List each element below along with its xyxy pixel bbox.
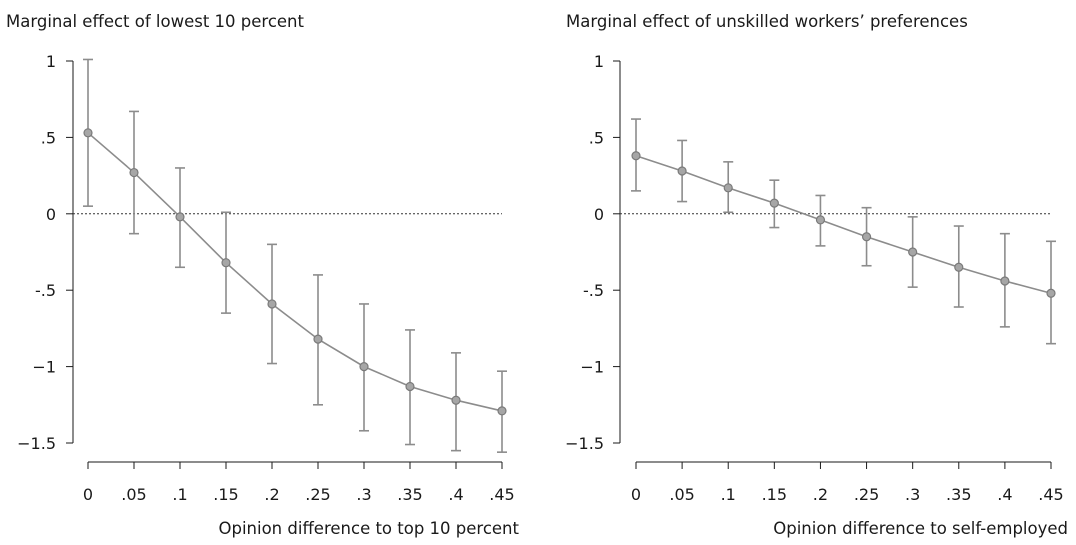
x-tick-label: .35 (946, 485, 971, 504)
series-line (635, 154, 1052, 295)
data-point (83, 128, 93, 138)
y-tick-label: 0 (594, 205, 604, 224)
data-point (405, 381, 415, 392)
chart-title: Marginal effect of unskilled workers’ pr… (566, 12, 968, 31)
x-tick-label: .35 (397, 485, 422, 504)
y-tick-label: −1.5 (565, 434, 604, 453)
x-tick-label: .2 (813, 485, 828, 504)
x-tick-label: 0 (83, 485, 93, 504)
data-point (908, 247, 918, 257)
y-tick-label: -.5 (35, 281, 56, 300)
x-tick-label: .05 (121, 485, 146, 504)
x-tick-label: .25 (854, 485, 879, 504)
y-tick-label: 1 (46, 52, 56, 71)
x-tick-label: .1 (172, 485, 187, 504)
data-point (451, 395, 461, 405)
data-point (1000, 276, 1010, 286)
data-point (313, 334, 323, 344)
x-tick-label: .45 (1038, 485, 1063, 504)
data-point (769, 198, 779, 208)
x-axis-title: Opinion difference to top 10 percent (219, 519, 520, 538)
x-axis-title: Opinion difference to self-employed (773, 519, 1068, 538)
x-tick-label: .25 (305, 485, 330, 504)
data-point (631, 151, 641, 161)
data-point (129, 167, 139, 178)
y-tick-label: .5 (589, 128, 604, 147)
x-tick-label: .05 (669, 485, 694, 504)
x-tick-label: .15 (762, 485, 787, 504)
data-point (267, 299, 277, 309)
chart-title: Marginal effect of lowest 10 percent (6, 12, 305, 31)
y-tick-label: 1 (594, 52, 604, 71)
x-tick-label: .1 (721, 485, 736, 504)
data-point (723, 183, 733, 193)
x-tick-label: .3 (356, 485, 371, 504)
y-tick-label: −1 (32, 358, 56, 377)
series-line (87, 132, 503, 412)
data-point (1046, 288, 1056, 298)
x-tick-label: 0 (631, 485, 641, 504)
data-point (497, 406, 507, 416)
x-tick-label: .2 (264, 485, 279, 504)
data-point (359, 362, 369, 372)
y-tick-label: 0 (46, 205, 56, 224)
x-tick-label: .3 (905, 485, 920, 504)
x-tick-label: .45 (489, 485, 514, 504)
x-tick-label: .4 (448, 485, 463, 504)
data-point (815, 215, 826, 225)
panel-unskilled-workers: Marginal effect of unskilled workers’ pr… (565, 12, 1068, 538)
y-tick-label: -.5 (583, 281, 604, 300)
y-tick-label: −1 (580, 358, 604, 377)
data-point (861, 232, 872, 242)
data-point (677, 166, 687, 176)
data-point (954, 262, 964, 272)
y-tick-label: .5 (41, 128, 56, 147)
panel-lowest-10-percent: Marginal effect of lowest 10 percent Opi… (6, 12, 520, 538)
x-tick-label: .4 (997, 485, 1012, 504)
data-point (221, 258, 231, 268)
data-point (175, 212, 185, 222)
x-tick-label: .15 (213, 485, 238, 504)
y-tick-label: −1.5 (17, 434, 56, 453)
